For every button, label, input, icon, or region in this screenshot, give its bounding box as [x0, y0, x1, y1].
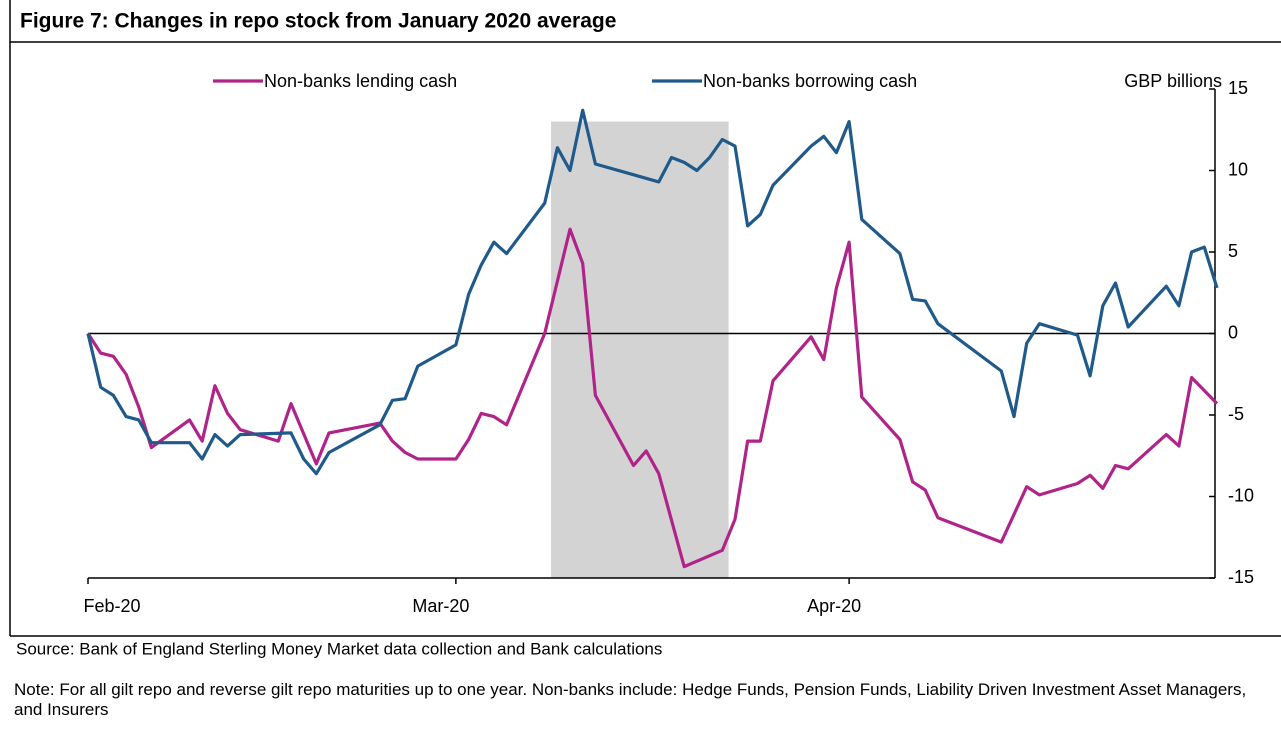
- y-tick-label: -5: [1228, 404, 1244, 424]
- y-tick-label: -10: [1228, 485, 1254, 505]
- series-line: [86, 108, 1219, 476]
- series-line: [86, 227, 1219, 569]
- y-tick-label: 10: [1228, 159, 1248, 179]
- x-tick-label: Feb-20: [83, 596, 140, 616]
- note: Note: For all gilt repo and reverse gilt…: [14, 680, 1247, 719]
- legend-label: Non-banks borrowing cash: [703, 71, 917, 91]
- y-tick-label: -15: [1228, 567, 1254, 587]
- note-box: Note: For all gilt repo and reverse gilt…: [14, 680, 1247, 719]
- y-tick-label: 5: [1228, 241, 1238, 261]
- x-tick-label: Apr-20: [807, 596, 861, 616]
- y-axis-label: GBP billions: [1124, 71, 1222, 91]
- y-tick-label: 0: [1228, 322, 1238, 342]
- source: Source: Bank of England Sterling Money M…: [16, 639, 662, 658]
- legend-label: Non-banks lending cash: [264, 71, 457, 91]
- chart-title: Figure 7: Changes in repo stock from Jan…: [20, 10, 616, 33]
- shaded-region: [551, 121, 729, 578]
- y-tick-label: 15: [1228, 78, 1248, 98]
- x-tick-label: Mar-20: [412, 596, 469, 616]
